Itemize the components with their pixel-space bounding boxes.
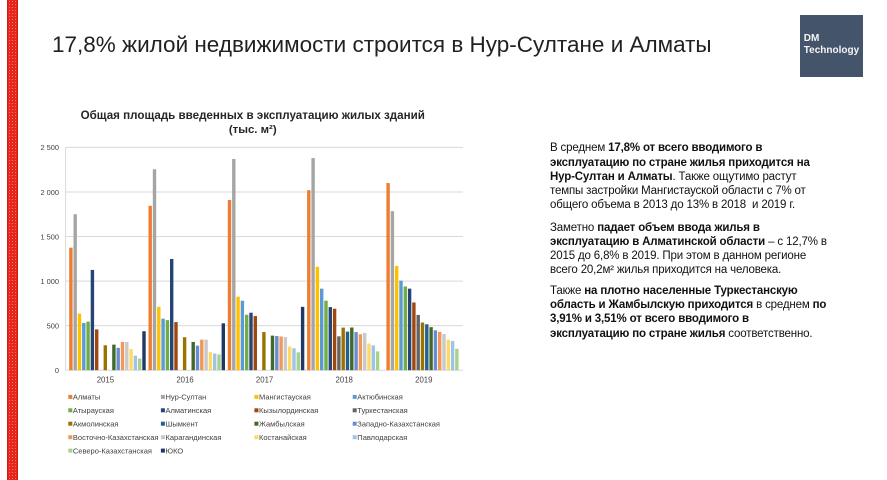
svg-text:1 500: 1 500 — [41, 232, 60, 241]
svg-text:Восточно-Казахстанская: Восточно-Казахстанская — [73, 433, 159, 442]
svg-text:Карагандинская: Карагандинская — [166, 433, 222, 442]
svg-text:2019: 2019 — [415, 375, 432, 384]
svg-text:Западно-Казахстанская: Западно-Казахстанская — [357, 419, 440, 428]
svg-text:0: 0 — [55, 366, 59, 375]
svg-text:Туркестанская: Туркестанская — [357, 406, 407, 415]
svg-text:2 500: 2 500 — [41, 143, 60, 152]
svg-text:Атырауская: Атырауская — [73, 406, 114, 415]
svg-text:2017: 2017 — [256, 375, 273, 384]
svg-text:2018: 2018 — [336, 375, 353, 384]
svg-text:2 000: 2 000 — [41, 188, 60, 197]
svg-text:2015: 2015 — [97, 375, 115, 384]
svg-text:500: 500 — [47, 322, 59, 331]
svg-text:Мангистауская: Мангистауская — [259, 393, 311, 402]
svg-text:ЮКО: ЮКО — [166, 446, 184, 455]
svg-text:1 000: 1 000 — [41, 277, 60, 286]
svg-text:Актюбинская: Актюбинская — [357, 393, 402, 402]
svg-text:Алматы: Алматы — [73, 393, 100, 402]
svg-text:Северо-Казахстанская: Северо-Казахстанская — [73, 446, 152, 455]
svg-text:Кызылординская: Кызылординская — [259, 406, 318, 415]
svg-text:Алматинская: Алматинская — [166, 406, 212, 415]
svg-text:2016: 2016 — [176, 375, 193, 384]
svg-text:Павлодарская: Павлодарская — [357, 433, 407, 442]
svg-text:Акмолинская: Акмолинская — [73, 419, 119, 428]
svg-text:Нур-Султан: Нур-Султан — [166, 393, 207, 402]
svg-text:Жамбылская: Жамбылская — [259, 419, 305, 428]
svg-text:Шымкент: Шымкент — [166, 419, 199, 428]
svg-text:Костанайская: Костанайская — [259, 433, 307, 442]
